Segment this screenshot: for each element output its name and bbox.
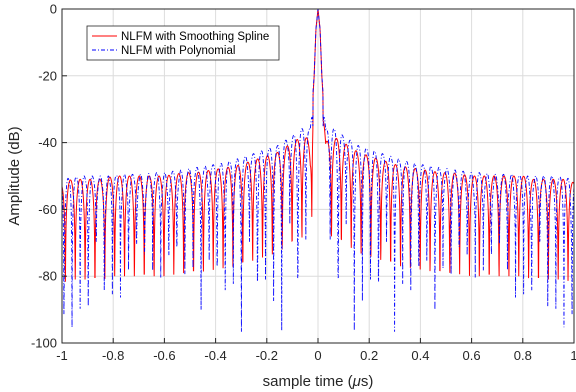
x-tick-label: -0.4	[204, 348, 226, 363]
y-tick-label: -100	[31, 336, 57, 351]
x-tick-label: -0.6	[153, 348, 175, 363]
legend-entry-label: NLFM with Polynomial	[121, 45, 235, 57]
series-layer	[62, 9, 574, 332]
x-tick-label: 0.4	[411, 348, 429, 363]
y-tick-label: -20	[38, 68, 57, 83]
x-axis-label-main: sample time (	[263, 373, 353, 390]
y-tick-label: 0	[50, 2, 57, 17]
y-tick-label: -80	[38, 269, 57, 284]
y-axis-label: Amplitude (dB)	[6, 126, 23, 225]
series-polynomial-line	[62, 9, 574, 332]
x-tick-label: 0.6	[463, 348, 481, 363]
legend-box	[86, 25, 280, 61]
x-tick-label: -0.8	[102, 348, 124, 363]
x-tick-label: 1	[570, 348, 576, 363]
x-tick-label: -1	[56, 348, 68, 363]
x-tick-label: 0	[314, 348, 321, 363]
ticks: -1 -0.8 -0.6 -0.4 -0.2 0 0.2 0.4 0.6 0.8 1 0 -20 -40 -…	[31, 2, 576, 364]
x-axis-label-unit: s)	[361, 373, 374, 390]
x-axis-label: sample time (μs)	[263, 373, 374, 390]
legend-entry-label: NLFM with Smoothing Spline	[121, 31, 269, 43]
x-axis-label-mu: μ	[352, 373, 361, 390]
y-tick-label: -60	[38, 202, 57, 217]
legend: NLFM with Smoothing Spline NLFM with Poly…	[86, 25, 280, 61]
x-tick-label: 0.8	[514, 348, 532, 363]
y-tick-label: -40	[38, 135, 57, 150]
x-tick-label: -0.2	[256, 348, 278, 363]
x-tick-label: 0.2	[360, 348, 378, 363]
series-smoothing-spline-line	[62, 9, 574, 282]
